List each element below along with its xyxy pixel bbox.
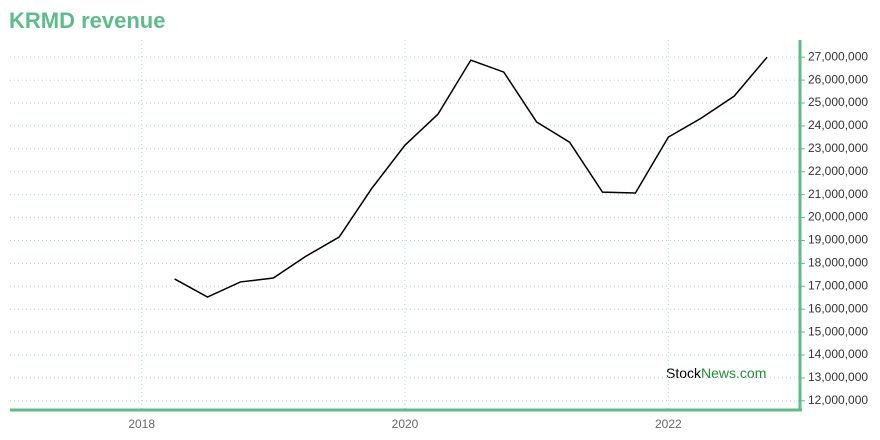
x-tick-label: 2018 xyxy=(128,417,155,431)
y-tick-label: 26,000,000 xyxy=(808,72,868,86)
y-tick-label: 13,000,000 xyxy=(808,370,868,384)
y-tick-label: 22,000,000 xyxy=(808,164,868,178)
y-tick-label: 15,000,000 xyxy=(808,324,868,338)
watermark-part: Stock xyxy=(666,365,702,381)
y-tick-label: 17,000,000 xyxy=(808,278,868,292)
y-tick-label: 23,000,000 xyxy=(808,141,868,155)
y-tick-label: 21,000,000 xyxy=(808,187,868,201)
y-tick-label: 18,000,000 xyxy=(808,256,868,270)
y-tick-label: 27,000,000 xyxy=(808,49,868,63)
x-tick-label: 2022 xyxy=(655,417,682,431)
x-tick-label: 2020 xyxy=(392,417,419,431)
y-tick-label: 24,000,000 xyxy=(808,118,868,132)
y-tick-label: 19,000,000 xyxy=(808,233,868,247)
y-tick-label: 12,000,000 xyxy=(808,393,868,407)
watermark-part: News.com xyxy=(701,365,766,381)
y-tick-label: 16,000,000 xyxy=(808,301,868,315)
chart-title: KRMD revenue xyxy=(9,8,165,33)
y-tick-label: 14,000,000 xyxy=(808,347,868,361)
y-tick-label: 25,000,000 xyxy=(808,95,868,109)
watermark: StockNews.com xyxy=(666,365,766,381)
line xyxy=(174,56,768,298)
y-tick-label: 20,000,000 xyxy=(808,210,868,224)
